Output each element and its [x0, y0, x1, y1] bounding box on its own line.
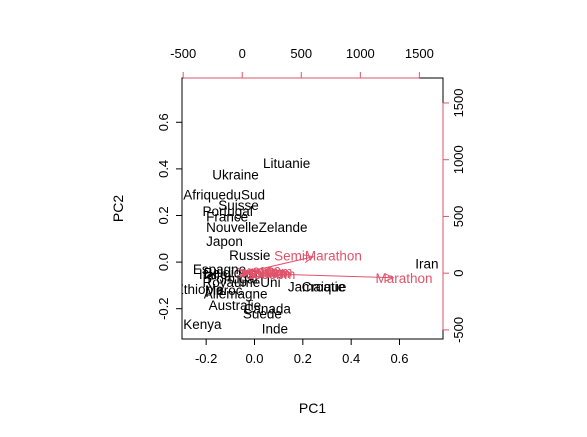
y-tick-label: 0.4 — [156, 160, 171, 178]
right-tick-label: 0 — [451, 270, 466, 277]
observation-label: Croatie — [302, 280, 346, 295]
observation-label: Iran — [415, 256, 438, 271]
observation-label: Canada — [244, 302, 292, 317]
observation-label: Espagne — [193, 262, 246, 277]
observation-label: Lituanie — [263, 156, 310, 171]
variable-label: 10000m — [247, 267, 296, 282]
variable-label: 5000m — [246, 267, 287, 282]
observation-label: Inde — [262, 322, 288, 337]
y-axis-title: PC2 — [110, 195, 126, 222]
top-tick-label: 0 — [239, 46, 246, 61]
top-tick-label: 1000 — [346, 46, 375, 61]
observation-label: Portugal — [203, 204, 253, 219]
variable-label: 200m — [252, 265, 286, 280]
variable-label: 100m — [259, 264, 293, 279]
variable-arrow — [242, 272, 393, 278]
variable-label: 400m — [250, 266, 284, 281]
x-tick-label: 0.6 — [390, 351, 408, 366]
variable-arrow — [242, 273, 246, 274]
plot-content: Lituanie Ukraine AfriqueduSudSuissePortuga… — [175, 156, 438, 337]
observation-label: Italie — [199, 267, 228, 282]
observation-label: Russie — [229, 248, 270, 263]
top-tick-label: 1500 — [405, 46, 434, 61]
observation-label: Kenya — [183, 317, 222, 332]
variable-label: 1500m — [249, 266, 290, 281]
x-tick-label: 0.4 — [342, 351, 360, 366]
observation-label: NouvelleZelande — [206, 220, 307, 235]
observation-label: Suede — [243, 306, 282, 321]
observation-label: Japon — [206, 234, 243, 249]
y-tick-label: -0.2 — [156, 298, 171, 320]
right-tick-label: 1000 — [451, 145, 466, 174]
x-tick-label: 0.0 — [245, 351, 263, 366]
variable-label: SemiMarathon — [274, 249, 362, 264]
x-axis-title: PC1 — [299, 400, 326, 416]
observation-label: Maroc — [205, 283, 243, 298]
observation-label: Allemagne — [204, 287, 268, 302]
right-tick-label: 500 — [451, 206, 466, 228]
variable-label: Marathon — [375, 271, 432, 286]
right-tick-label: 1500 — [451, 89, 466, 118]
observation-label: Jamaique — [288, 280, 347, 295]
y-tick-label: 0.2 — [156, 206, 171, 224]
x-tick-label: -0.2 — [195, 351, 217, 366]
observation-label: Australie — [209, 298, 262, 313]
observation-label: France — [206, 210, 248, 225]
x-tick-label: 0.2 — [294, 351, 312, 366]
observation-label: AfriqueduSud — [183, 188, 265, 203]
top-tick-label: -500 — [170, 46, 196, 61]
observation-label: Ethiopie — [175, 282, 224, 297]
observation-label: RoyaumeUni — [203, 275, 281, 290]
observation-label: Ukraine — [212, 168, 259, 183]
observation-label: Suisse — [218, 198, 259, 213]
right-tick-label: -500 — [451, 317, 466, 343]
y-tick-label: 0.6 — [156, 113, 171, 131]
top-tick-label: 500 — [290, 46, 312, 61]
y-tick-label: 0.0 — [156, 253, 171, 271]
